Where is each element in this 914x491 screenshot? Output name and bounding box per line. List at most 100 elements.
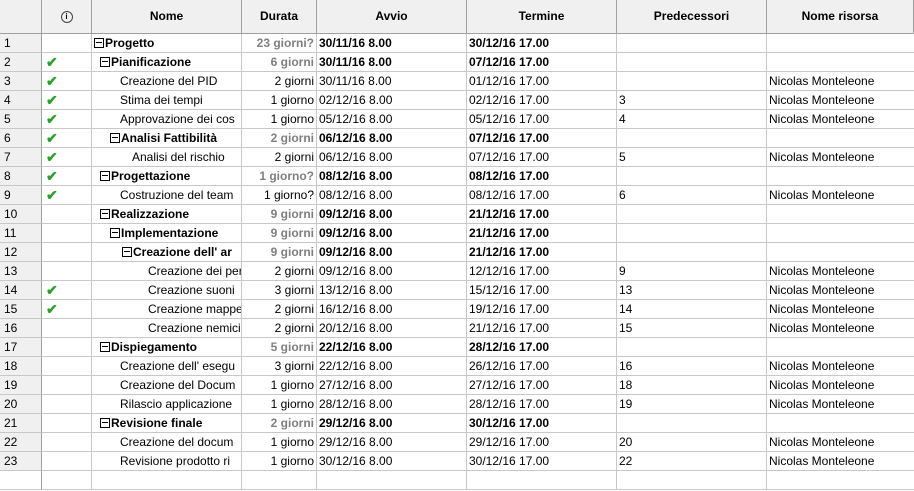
end-cell[interactable]: 12/12/16 17.00 [467, 262, 617, 281]
table-row[interactable]: 11 Implementazione 9 giorni 09/12/16 8.00 21… [0, 224, 914, 243]
task-name-cell[interactable]: Creazione mappe [92, 300, 242, 319]
start-cell[interactable]: 29/12/16 8.00 [317, 414, 467, 433]
predecessors-cell[interactable] [617, 167, 767, 186]
task-name-cell[interactable]: Creazione dell' ar [92, 243, 242, 262]
table-row[interactable]: 12 Creazione dell' ar 9 giorni 09/12/16 8.0… [0, 243, 914, 262]
task-name-cell[interactable]: Implementazione [92, 224, 242, 243]
task-name-cell[interactable]: Analisi Fattibilità [92, 129, 242, 148]
predecessors-cell[interactable]: 15 [617, 319, 767, 338]
end-cell[interactable]: 07/12/16 17.00 [467, 148, 617, 167]
table-row[interactable]: 23 Revisione prodotto ri 1 giorno 30/12/16 … [0, 452, 914, 471]
duration-cell[interactable]: 2 giorni [242, 148, 317, 167]
duration-cell[interactable]: 2 giorni [242, 300, 317, 319]
predecessors-cell[interactable] [617, 338, 767, 357]
name-cell-empty[interactable] [92, 471, 242, 490]
duration-cell[interactable]: 5 giorni [242, 338, 317, 357]
resource-cell[interactable] [767, 338, 914, 357]
task-name-cell[interactable]: Realizzazione [92, 205, 242, 224]
predecessors-cell[interactable] [617, 34, 767, 53]
start-cell[interactable]: 30/11/16 8.00 [317, 53, 467, 72]
end-cell[interactable]: 21/12/16 17.00 [467, 205, 617, 224]
table-row[interactable]: 16 Creazione nemici 2 giorni 20/12/16 8.00 2… [0, 319, 914, 338]
duration-cell[interactable]: 1 giorno? [242, 186, 317, 205]
collapse-box-icon[interactable] [94, 37, 104, 48]
end-cell[interactable]: 15/12/16 17.00 [467, 281, 617, 300]
resource-cell[interactable]: Nicolas Monteleone [767, 72, 914, 91]
row-number[interactable]: 1 [0, 34, 42, 53]
row-number[interactable]: 16 [0, 319, 42, 338]
collapse-box-icon[interactable] [122, 246, 132, 257]
resource-cell[interactable]: Nicolas Monteleone [767, 357, 914, 376]
task-name-cell[interactable]: Creazione del PID [92, 72, 242, 91]
res-cell-empty[interactable] [767, 471, 914, 490]
task-name-cell[interactable]: Creazione del Docum [92, 376, 242, 395]
row-number[interactable]: 22 [0, 433, 42, 452]
predecessors-cell[interactable] [617, 224, 767, 243]
end-cell[interactable]: 21/12/16 17.00 [467, 319, 617, 338]
empty-row[interactable] [0, 471, 914, 490]
predecessors-cell[interactable]: 20 [617, 433, 767, 452]
task-name-cell[interactable]: Revisione finale [92, 414, 242, 433]
start-cell[interactable]: 30/12/16 8.00 [317, 452, 467, 471]
resource-cell[interactable]: Nicolas Monteleone [767, 452, 914, 471]
predecessors-cell[interactable]: 3 [617, 91, 767, 110]
row-number[interactable]: 18 [0, 357, 42, 376]
row-number[interactable]: 8 [0, 167, 42, 186]
resource-cell[interactable]: Nicolas Monteleone [767, 110, 914, 129]
start-cell[interactable]: 22/12/16 8.00 [317, 338, 467, 357]
collapse-box-icon[interactable] [100, 417, 110, 428]
task-name-cell[interactable]: Rilascio applicazione [92, 395, 242, 414]
duration-cell-empty[interactable] [242, 471, 317, 490]
row-number[interactable]: 21 [0, 414, 42, 433]
duration-cell[interactable]: 2 giorni [242, 414, 317, 433]
start-cell[interactable]: 08/12/16 8.00 [317, 186, 467, 205]
row-number[interactable]: 7 [0, 148, 42, 167]
task-name-cell[interactable]: Progetto [92, 34, 242, 53]
predecessors-cell[interactable] [617, 129, 767, 148]
end-cell-empty[interactable] [467, 471, 617, 490]
duration-cell[interactable]: 9 giorni [242, 243, 317, 262]
start-cell[interactable]: 28/12/16 8.00 [317, 395, 467, 414]
start-cell[interactable]: 09/12/16 8.00 [317, 205, 467, 224]
collapse-box-icon[interactable] [100, 170, 110, 181]
resource-cell[interactable]: Nicolas Monteleone [767, 186, 914, 205]
row-number[interactable]: 6 [0, 129, 42, 148]
task-name-cell[interactable]: Revisione prodotto ri [92, 452, 242, 471]
predecessors-cell[interactable]: 4 [617, 110, 767, 129]
predecessors-cell[interactable] [617, 243, 767, 262]
start-cell[interactable]: 09/12/16 8.00 [317, 262, 467, 281]
end-cell[interactable]: 30/12/16 17.00 [467, 34, 617, 53]
table-row[interactable]: 5 ✔ Approvazione dei cos 1 giorno 05/12/16 8… [0, 110, 914, 129]
table-row[interactable]: 22 Creazione del docum 1 giorno 29/12/16 8.… [0, 433, 914, 452]
header-avvio[interactable]: Avvio [317, 0, 467, 34]
table-row[interactable]: 20 Rilascio applicazione 1 giorno 28/12/16 … [0, 395, 914, 414]
duration-cell[interactable]: 2 giorni [242, 129, 317, 148]
start-cell[interactable]: 02/12/16 8.00 [317, 91, 467, 110]
duration-cell[interactable]: 9 giorni [242, 205, 317, 224]
task-name-cell[interactable]: Creazione dell' esegu [92, 357, 242, 376]
header-durata[interactable]: Durata [242, 0, 317, 34]
header-indicators[interactable]: i [42, 0, 92, 34]
resource-cell[interactable] [767, 414, 914, 433]
end-cell[interactable]: 08/12/16 17.00 [467, 167, 617, 186]
end-cell[interactable]: 26/12/16 17.00 [467, 357, 617, 376]
task-name-cell[interactable]: Costruzione del team [92, 186, 242, 205]
end-cell[interactable]: 28/12/16 17.00 [467, 395, 617, 414]
duration-cell[interactable]: 1 giorno [242, 110, 317, 129]
row-number[interactable]: 19 [0, 376, 42, 395]
task-name-cell[interactable]: Creazione dei per [92, 262, 242, 281]
table-row[interactable]: 18 Creazione dell' esegu 3 giorni 22/12/16 … [0, 357, 914, 376]
start-cell[interactable]: 30/11/16 8.00 [317, 34, 467, 53]
start-cell[interactable]: 13/12/16 8.00 [317, 281, 467, 300]
row-number[interactable]: 20 [0, 395, 42, 414]
resource-cell[interactable] [767, 224, 914, 243]
duration-cell[interactable]: 1 giorno? [242, 167, 317, 186]
start-cell[interactable]: 08/12/16 8.00 [317, 167, 467, 186]
row-number[interactable]: 23 [0, 452, 42, 471]
table-row[interactable]: 1 Progetto 23 giorni? 30/11/16 8.00 30/12/16… [0, 34, 914, 53]
row-number[interactable]: 4 [0, 91, 42, 110]
header-termine[interactable]: Termine [467, 0, 617, 34]
header-nome[interactable]: Nome [92, 0, 242, 34]
table-row[interactable]: 14 ✔ Creazione suoni 3 giorni 13/12/16 8.00 1… [0, 281, 914, 300]
table-row[interactable]: 4 ✔ Stima dei tempi 1 giorno 02/12/16 8.00 02… [0, 91, 914, 110]
